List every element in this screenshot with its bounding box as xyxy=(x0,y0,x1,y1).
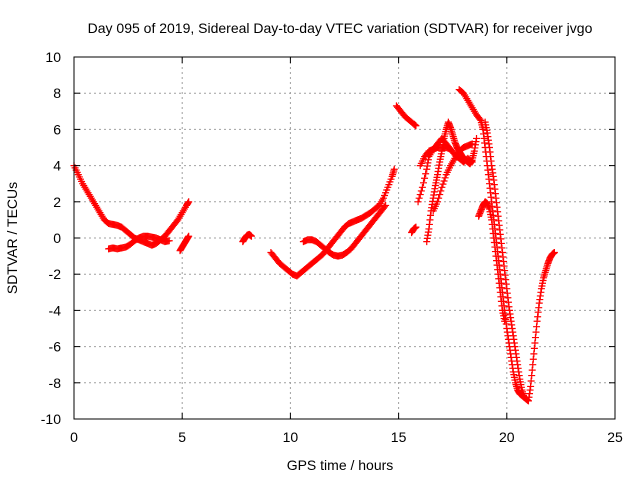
data-point xyxy=(437,187,445,195)
x-tick-label: 25 xyxy=(607,429,623,445)
data-series-segment xyxy=(176,232,193,255)
data-point xyxy=(440,177,448,185)
data-series-segment xyxy=(105,232,173,253)
y-tick-label: -2 xyxy=(49,266,62,282)
data-point xyxy=(185,198,193,206)
data-point xyxy=(435,194,443,202)
data-series-segment xyxy=(429,140,476,215)
grid-lines xyxy=(74,57,615,419)
data-point xyxy=(447,145,455,153)
y-tick-label: -6 xyxy=(49,339,62,355)
y-tick-label: 0 xyxy=(53,230,61,246)
data-point xyxy=(416,191,424,199)
data-point xyxy=(434,198,442,206)
x-tick-label: 5 xyxy=(178,429,186,445)
data-point xyxy=(439,180,447,188)
data-point xyxy=(417,187,425,195)
data-point xyxy=(436,191,444,199)
data-series-segment xyxy=(475,198,509,325)
data-point xyxy=(418,183,426,191)
data-series-segment xyxy=(423,118,481,246)
data-point xyxy=(185,232,193,240)
data-point xyxy=(419,179,427,187)
data-point xyxy=(438,183,446,191)
data-series-segment xyxy=(408,223,420,237)
data-point xyxy=(415,194,423,202)
data-point xyxy=(476,115,484,123)
data-point xyxy=(501,317,509,325)
data-series-segment xyxy=(70,162,193,249)
data-point xyxy=(412,223,420,231)
y-axis-label: SDTVAR / TECUs xyxy=(4,182,20,294)
data-point xyxy=(520,393,528,401)
data-point xyxy=(390,165,398,173)
data-point xyxy=(441,174,449,182)
y-tick-label: 8 xyxy=(53,85,61,101)
data-point xyxy=(468,140,476,148)
data-series-segment xyxy=(299,201,390,260)
y-tick-label: -10 xyxy=(41,411,61,427)
data-point xyxy=(382,201,390,209)
y-tick-label: 10 xyxy=(45,49,61,65)
y-tick-label: 4 xyxy=(53,158,61,174)
data-point xyxy=(247,232,255,240)
data-points xyxy=(70,86,558,405)
y-tick-label: -8 xyxy=(49,375,62,391)
data-point xyxy=(381,203,389,211)
data-point xyxy=(422,170,430,178)
data-series-segment xyxy=(392,102,420,130)
y-tick-label: 2 xyxy=(53,194,61,210)
data-point xyxy=(412,122,420,130)
data-point xyxy=(421,174,429,182)
x-tick-label: 0 xyxy=(70,429,78,445)
axis-ticks: 0 5 10 15 20 25 -10 -8 -6 -4 -2 0 2 4 6 8 10 xyxy=(41,49,623,445)
x-axis-label: GPS time / hours xyxy=(287,457,394,473)
x-tick-label: 15 xyxy=(391,429,407,445)
data-point xyxy=(550,248,558,256)
data-series-segment xyxy=(481,118,528,401)
y-tick-label: -4 xyxy=(49,302,62,318)
data-point xyxy=(165,237,173,245)
data-series-segment xyxy=(267,165,398,280)
x-tick-label: 20 xyxy=(499,429,515,445)
chart-title: Day 095 of 2019, Sidereal Day-to-day VTE… xyxy=(88,20,593,36)
x-tick-label: 10 xyxy=(283,429,299,445)
data-point xyxy=(414,198,422,206)
data-point xyxy=(473,134,481,142)
data-series-segment xyxy=(239,230,255,246)
y-tick-label: 6 xyxy=(53,121,61,137)
